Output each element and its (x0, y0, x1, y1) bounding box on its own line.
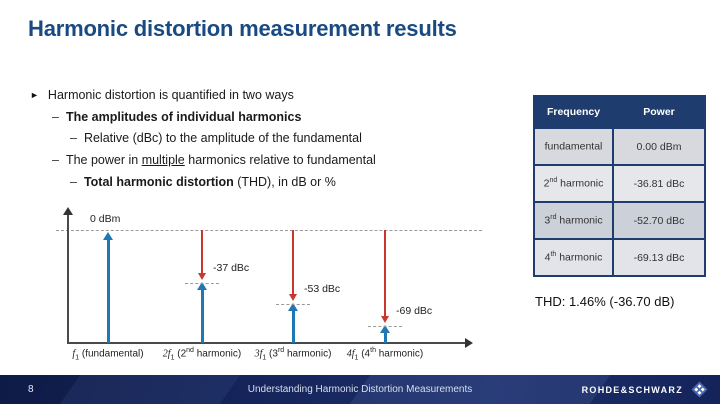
spectral-line (383, 331, 387, 343)
table-cell-frequency: fundamental (533, 127, 614, 166)
dash-bullet-icon: – (70, 131, 77, 145)
harmonic-spectrum-chart: 0 dBm f1 (fundamental) 2f1 (2nd harmonic… (50, 206, 490, 371)
bullet-text: Harmonic distortion is quantified in two… (47, 88, 294, 102)
bullet-line-2: – The amplitudes of individual harmonics (52, 110, 301, 124)
x-axis (67, 342, 467, 344)
table-cell-power: 0.00 dBm (612, 127, 706, 166)
spectral-line-arrowhead-icon (380, 324, 390, 333)
spectral-line-arrowhead-icon (103, 232, 113, 240)
table-row: fundamental 0.00 dBm (533, 127, 706, 166)
table-cell-power: -36.81 dBc (612, 164, 706, 203)
table-row: 4th harmonic -69.13 dBc (533, 238, 706, 277)
x-axis-label-2nd-harmonic: 2f1 (2nd harmonic) (162, 347, 242, 362)
y-axis (67, 214, 69, 344)
dash-bullet-icon: – (52, 153, 59, 167)
bullet-line-4: – The power in multiple harmonics relati… (52, 153, 376, 167)
x-axis-label-4th-harmonic: 4f1 (4th harmonic) (346, 347, 424, 362)
harmonic-level-dash (276, 304, 310, 306)
zero-dbm-reference-line (56, 230, 482, 231)
spectral-line (106, 239, 110, 343)
table-row: 2nd harmonic -36.81 dBc (533, 164, 706, 203)
dbc-arrow (200, 230, 204, 273)
bullet-text: The amplitudes of individual harmonics (65, 110, 302, 124)
y-axis-arrow-icon (63, 207, 73, 215)
table-row: 3rd harmonic -52.70 dBc (533, 201, 706, 240)
spectral-line-arrowhead-icon (288, 303, 298, 312)
footer-bar: Understanding Harmonic Distortion Measur… (0, 375, 720, 404)
dbc-value-label: -37 dBc (213, 261, 250, 274)
dbc-arrow (383, 230, 387, 316)
bullet-line-3: – Relative (dBc) to the amplitude of the… (70, 131, 362, 145)
footer-presentation-title: Understanding Harmonic Distortion Measur… (247, 384, 473, 395)
brand-block: ROHDE&SCHWARZ (582, 375, 708, 404)
x-axis-arrow-icon (465, 338, 473, 348)
table-cell-frequency: 3rd harmonic (533, 201, 614, 240)
x-axis-label-3rd-harmonic: 3f1 (3rd harmonic) (254, 347, 332, 362)
table-cell-power: -69.13 dBc (612, 238, 706, 277)
harmonic-level-dash (185, 282, 219, 284)
page-title: Harmonic distortion measurement results (28, 16, 457, 41)
zero-dbm-label: 0 dBm (90, 213, 121, 225)
table-cell-frequency: 4th harmonic (533, 238, 614, 277)
dash-bullet-icon: – (52, 110, 59, 124)
dbc-arrow-arrowhead-icon (380, 315, 389, 323)
x-axis-label-fundamental: f1 (fundamental) (72, 348, 144, 362)
dbc-value-label: -53 dBc (304, 283, 341, 296)
bullet-text: Total harmonic distortion (THD), in dB o… (83, 175, 336, 189)
dbc-value-label: -69 dBc (396, 304, 433, 317)
spectral-line-arrowhead-icon (197, 281, 207, 290)
bullet-line-5: – Total harmonic distortion (THD), in dB… (70, 175, 336, 189)
bullet-line-1: ► Harmonic distortion is quantified in t… (30, 88, 294, 102)
rohde-schwarz-logo-icon (691, 381, 708, 398)
page-number: 8 (28, 384, 34, 395)
bullet-text: The power in multiple harmonics relative… (65, 153, 376, 167)
dash-bullet-icon: – (70, 175, 77, 189)
spectral-line (291, 310, 295, 343)
bullet-text: Relative (dBc) to the amplitude of the f… (83, 131, 362, 145)
harmonic-level-dash (368, 325, 402, 327)
triangle-bullet-icon: ► (30, 90, 39, 100)
table-cell-frequency: 2nd harmonic (533, 164, 614, 203)
table-header-frequency: Frequency (533, 95, 614, 129)
table-header-power: Power (612, 95, 706, 129)
table-cell-power: -52.70 dBc (612, 201, 706, 240)
dbc-arrow-arrowhead-icon (288, 294, 297, 302)
spectral-line (200, 288, 204, 343)
thd-result-text: THD: 1.46% (-36.70 dB) (535, 294, 675, 309)
brand-name: ROHDE&SCHWARZ (581, 384, 683, 395)
measurement-table: Frequency Power fundamental 0.00 dBm 2nd… (533, 95, 706, 277)
dbc-arrow-arrowhead-icon (197, 272, 206, 280)
dbc-arrow (291, 230, 295, 295)
